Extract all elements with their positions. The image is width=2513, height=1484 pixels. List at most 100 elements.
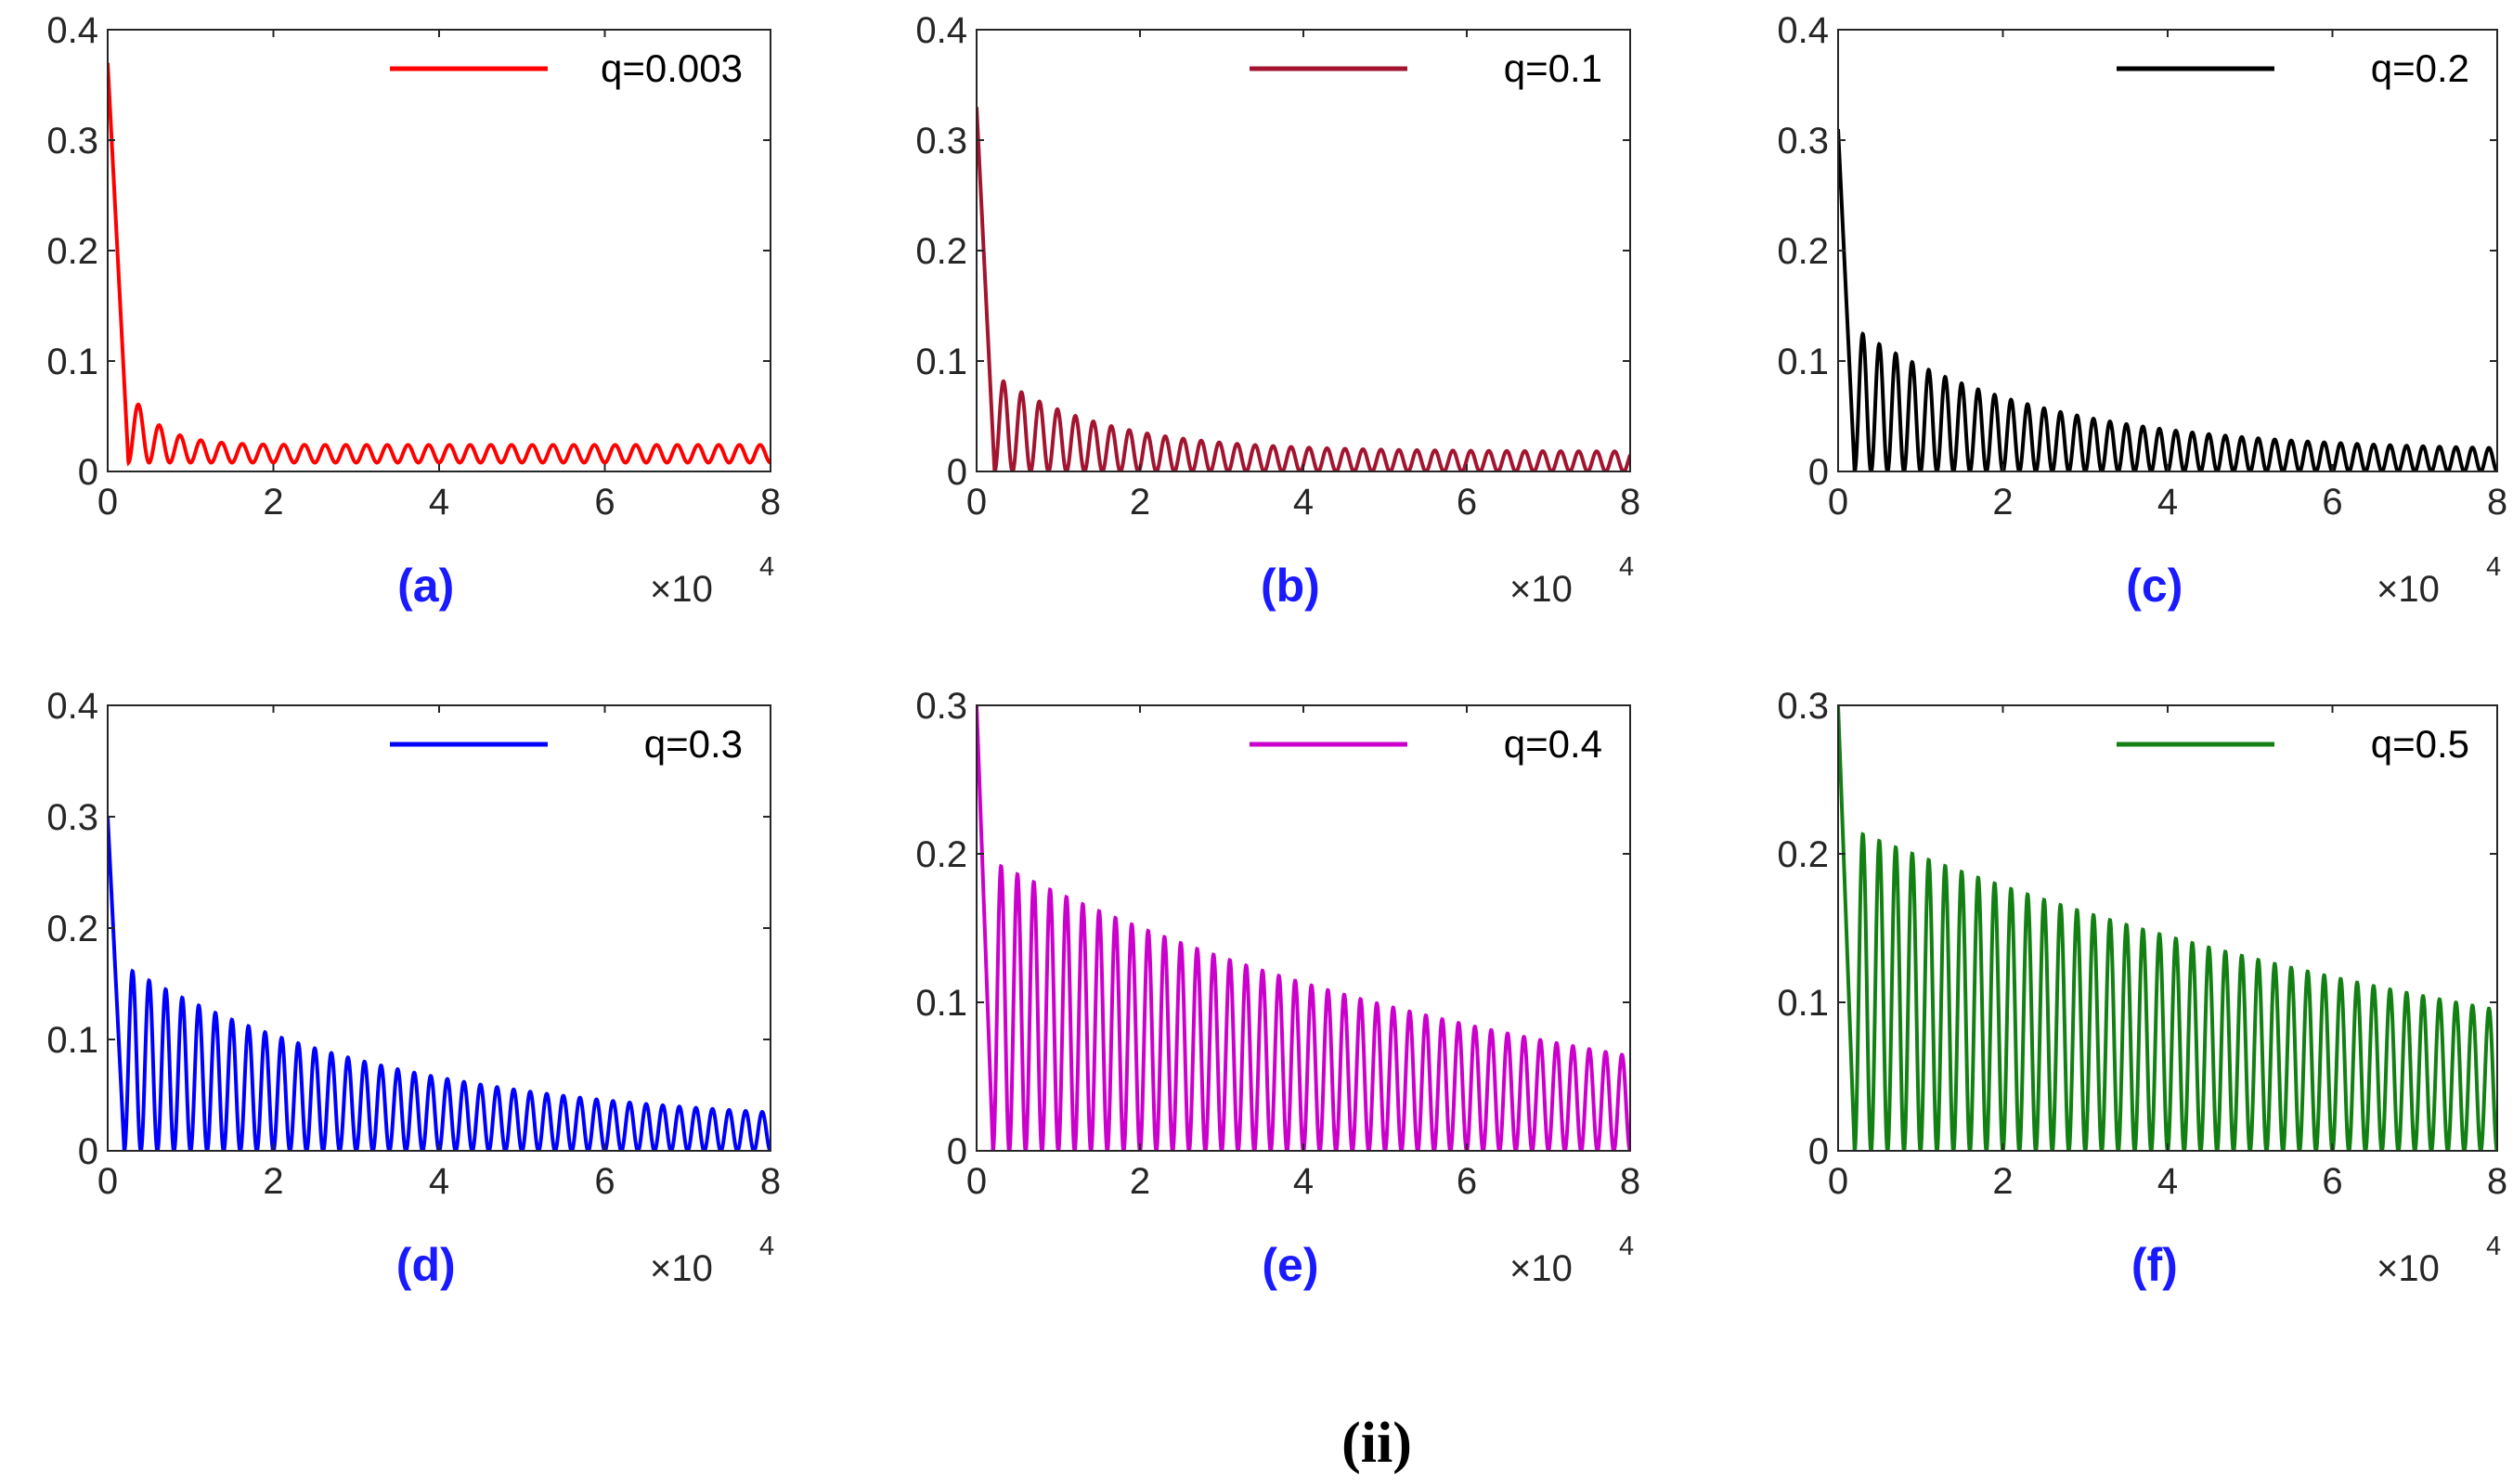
x-tick-label: 4	[429, 482, 449, 523]
y-tick-label: 0.4	[915, 10, 967, 51]
legend-label: q=0.2	[2371, 46, 2469, 90]
x-tick-label: 4	[429, 1161, 449, 1202]
x-tick-label: 0	[966, 1161, 987, 1202]
x-tick-label: 6	[594, 1161, 615, 1202]
x-multiplier-exponent: 4	[759, 1232, 774, 1261]
figure-caption: (ii)	[1341, 1412, 1412, 1475]
x-tick-label: 4	[2157, 482, 2178, 523]
legend-label: q=0.1	[1504, 46, 1602, 90]
y-tick-label: 0.3	[915, 686, 967, 727]
y-tick-label: 0.1	[1777, 342, 1829, 382]
x-multiplier-exponent: 4	[1619, 552, 1634, 582]
axes-box	[976, 29, 1631, 472]
x-tick-label: 2	[1130, 482, 1150, 523]
x-multiplier-exponent: 4	[759, 552, 774, 582]
y-tick-label: 0.4	[46, 686, 98, 727]
x-tick-label: 6	[594, 482, 615, 523]
panel-label: (f)	[2131, 1239, 2178, 1291]
panel-label: (d)	[396, 1239, 456, 1291]
y-tick-label: 0.1	[46, 342, 98, 382]
x-multiplier: ×10	[1509, 1248, 1573, 1289]
x-multiplier: ×10	[650, 569, 713, 610]
panel-6: 0 2 4 6 8 0 0.1 0.2 0.3 q=0.5 (f) ×10 4	[1777, 686, 2507, 1291]
y-tick-label: 0	[78, 1131, 98, 1172]
x-tick-label: 0	[97, 1161, 118, 1202]
x-multiplier: ×10	[2377, 1248, 2440, 1289]
y-tick-label: 0	[78, 452, 98, 493]
y-tick-label: 0	[947, 1131, 967, 1172]
x-tick-label: 0	[97, 482, 118, 523]
y-tick-label: 0.2	[915, 231, 967, 272]
panel-label: (e)	[1262, 1239, 1318, 1291]
legend-label: q=0.003	[601, 46, 743, 90]
panel-3: 0 2 4 6 8 0 0.1 0.2 0.3 0.4 q=0.2 (c) ×10 4	[1777, 10, 2507, 612]
series-line	[1838, 705, 2497, 1151]
y-tick-label: 0.3	[915, 121, 967, 161]
y-tick-label: 0.2	[915, 834, 967, 875]
x-tick-label: 8	[760, 482, 781, 523]
x-multiplier: ×10	[650, 1248, 713, 1289]
x-tick-label: 2	[1992, 1161, 2013, 1202]
panel-2: 0 2 4 6 8 0 0.1 0.2 0.3 0.4 q=0.1 (b) ×10 4	[915, 10, 1640, 612]
axes-box	[107, 29, 771, 472]
x-multiplier: ×10	[1509, 569, 1573, 610]
x-tick-label: 2	[1130, 1161, 1150, 1202]
y-tick-label: 0.3	[46, 797, 98, 838]
legend-label: q=0.5	[2371, 722, 2469, 766]
legend-label: q=0.4	[1504, 722, 1602, 766]
x-multiplier: ×10	[2377, 569, 2440, 610]
axes-box	[1837, 704, 2498, 1152]
series-line	[977, 107, 1630, 471]
x-tick-label: 2	[263, 1161, 283, 1202]
axes-box	[976, 704, 1631, 1152]
x-multiplier-exponent: 4	[1619, 1232, 1634, 1261]
x-tick-label: 4	[1293, 482, 1314, 523]
y-tick-label: 0	[947, 452, 967, 493]
panel-label: (c)	[2126, 560, 2183, 612]
x-multiplier-exponent: 4	[2486, 1232, 2501, 1261]
x-tick-label: 0	[1828, 1161, 1848, 1202]
x-tick-label: 8	[1620, 1161, 1640, 1202]
y-tick-label: 0	[1808, 1131, 1829, 1172]
panel-4: 0 2 4 6 8 0 0.1 0.2 0.3 0.4 q=0.3 (d) ×10 4	[46, 686, 781, 1291]
y-tick-label: 0.1	[915, 983, 967, 1024]
y-tick-label: 0.1	[915, 342, 967, 382]
panel-label: (a)	[397, 560, 454, 612]
y-tick-label: 0.1	[1777, 983, 1829, 1024]
y-tick-label: 0.3	[1777, 686, 1829, 727]
x-tick-label: 6	[2322, 482, 2342, 523]
x-tick-label: 2	[1992, 482, 2013, 523]
legend-label: q=0.3	[644, 722, 743, 766]
y-tick-label: 0.2	[46, 909, 98, 949]
y-tick-label: 0.3	[1777, 121, 1829, 161]
y-tick-label: 0.4	[1777, 10, 1829, 51]
x-multiplier-exponent: 4	[2486, 552, 2501, 582]
axes-box	[107, 704, 771, 1152]
x-tick-label: 8	[1620, 482, 1640, 523]
y-tick-label: 0.2	[46, 231, 98, 272]
series-line	[108, 816, 771, 1151]
x-tick-label: 6	[2322, 1161, 2342, 1202]
x-tick-label: 0	[1828, 482, 1848, 523]
y-tick-label: 0	[1808, 452, 1829, 493]
series-line	[1838, 129, 2497, 471]
x-tick-label: 6	[1457, 1161, 1477, 1202]
panel-label: (b)	[1261, 560, 1320, 612]
x-tick-label: 8	[2487, 1161, 2507, 1202]
x-tick-label: 8	[2487, 482, 2507, 523]
x-tick-label: 2	[263, 482, 283, 523]
y-tick-label: 0.4	[46, 10, 98, 51]
axes-box	[1837, 29, 2498, 472]
y-tick-label: 0.2	[1777, 231, 1829, 272]
x-tick-label: 6	[1457, 482, 1477, 523]
x-tick-label: 0	[966, 482, 987, 523]
series-line	[108, 62, 771, 467]
y-tick-label: 0.3	[46, 121, 98, 161]
x-tick-label: 4	[2157, 1161, 2178, 1202]
x-tick-label: 8	[760, 1161, 781, 1202]
y-tick-label: 0.1	[46, 1020, 98, 1061]
x-tick-label: 4	[1293, 1161, 1314, 1202]
panel-1: 0 2 4 6 8 0 0.1 0.2 0.3 0.4 q=0.003 (a) ×10 4	[46, 10, 781, 612]
